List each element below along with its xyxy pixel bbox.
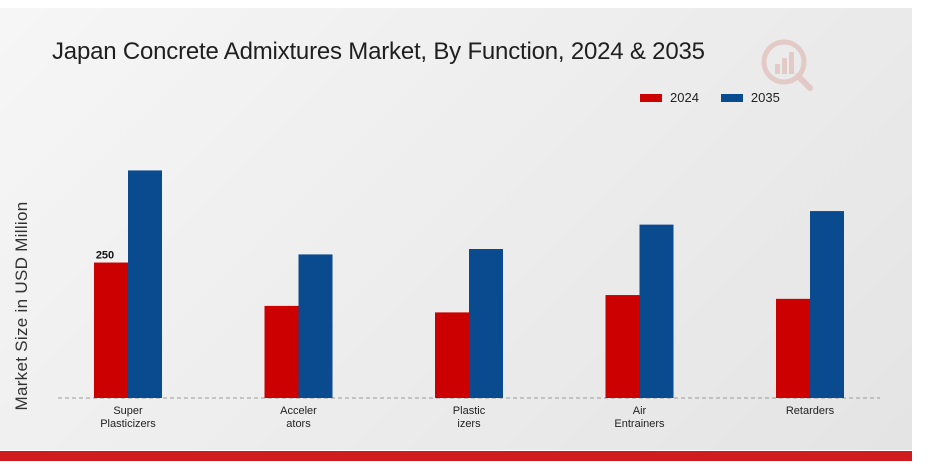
bar-2024-1[interactable] [264,305,299,398]
bar-2024-0[interactable] [94,262,128,398]
legend-label-2024: 2024 [670,90,699,105]
x-tick-label-0-1: Plasticizers [100,418,156,430]
legend: 2024 2035 [640,90,780,105]
bar-2024-4[interactable] [776,298,810,398]
chart-title: Japan Concrete Admixtures Market, By Fun… [52,38,705,65]
bar-2035-2[interactable] [469,249,503,398]
bar-2035-3[interactable] [639,224,674,398]
legend-item-2024: 2024 [640,90,699,105]
x-tick-label-2-0: Plastic [453,405,486,417]
bar-2035-4[interactable] [810,211,844,398]
x-tick-label-2-1: izers [457,418,481,430]
x-tick-label-3-1: Entrainers [614,418,665,430]
data-label-0: 250 [96,250,114,262]
x-tick-label-1-0: Acceler [280,405,317,417]
legend-swatch-2024 [640,93,662,102]
footer-accent-bar [0,451,912,461]
bar-2035-0[interactable] [128,170,162,398]
bar-2024-2[interactable] [435,312,469,398]
x-tick-label-0-0: Super [113,405,143,417]
legend-label-2035: 2035 [750,90,780,105]
bar-2024-3[interactable] [605,295,640,398]
bar-2035-1[interactable] [298,254,333,398]
watermark-logo-icon [761,39,813,91]
legend-item-2035: 2035 [720,90,780,105]
x-tick-label-3-0: Air [633,405,647,417]
x-tick-label-1-1: ators [286,418,311,430]
x-tick-label-4-0: Retarders [786,405,835,417]
legend-swatch-2035 [720,93,743,102]
